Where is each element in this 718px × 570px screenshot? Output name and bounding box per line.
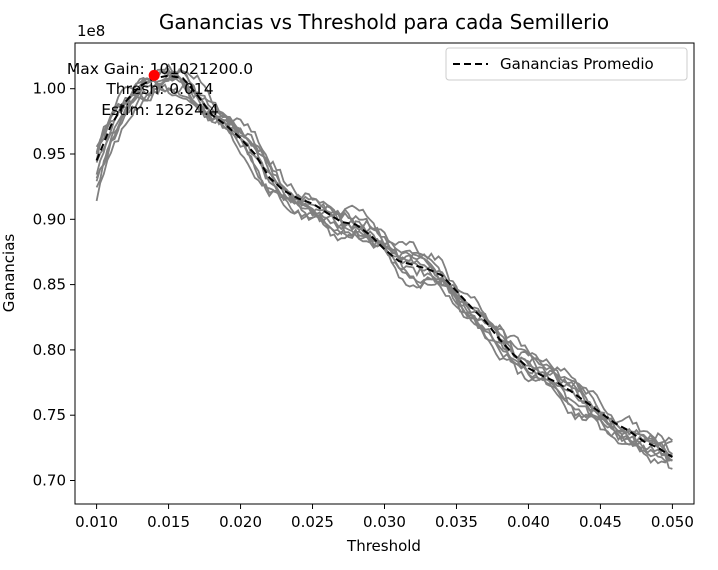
y-axis-label: Ganancias (0, 234, 18, 313)
annotation-max-gain: Max Gain: 101021200.0 (67, 60, 253, 78)
x-tick-label: 0.040 (507, 513, 550, 531)
seed-run-line (95, 70, 673, 470)
x-tick-label: 0.050 (651, 513, 694, 531)
x-tick-label: 0.020 (219, 513, 262, 531)
y-tick-label: 0.75 (33, 406, 66, 424)
y-tick-label: 0.90 (33, 210, 66, 228)
y-tick-label: 0.95 (33, 145, 66, 163)
legend-box (445, 47, 688, 81)
x-tick-label: 0.025 (291, 513, 334, 531)
x-tick-label: 0.035 (435, 513, 478, 531)
y-tick-label: 0.80 (33, 341, 66, 359)
seed-run-line (95, 68, 673, 459)
y-tick-label: 1.00 (33, 80, 66, 98)
chart-title: Ganancias vs Threshold para cada Semille… (159, 10, 609, 34)
mean-line-group (95, 74, 673, 458)
annotation-estim: Estim: 12624.4 (101, 101, 219, 119)
max-gain-marker (148, 69, 160, 81)
x-tick-label: 0.030 (363, 513, 406, 531)
x-tick-label: 0.010 (75, 513, 118, 531)
legend: Ganancias Promedio (445, 47, 688, 81)
mean-line (95, 74, 673, 458)
x-tick-label: 0.045 (579, 513, 622, 531)
annotation-thresh: Thresh: 0.014 (105, 80, 213, 98)
y-tick-label: 0.85 (33, 276, 66, 294)
seed-run-line (95, 67, 673, 455)
seed-run-line (95, 77, 673, 462)
x-tick-label: 0.015 (147, 513, 190, 531)
max-gain-annotation: Max Gain: 101021200.0 Thresh: 0.014 Esti… (67, 60, 253, 119)
x-axis-ticks: 0.010 0.015 0.020 0.025 0.030 0.035 0.040 0.045… (75, 504, 694, 531)
legend-label-mean: Ganancias Promedio (500, 55, 654, 73)
x-axis-label: Threshold (346, 537, 421, 555)
seed-run-line (95, 63, 673, 458)
y-tick-label: 0.70 (33, 471, 66, 489)
y-scale-label: 1e8 (77, 22, 105, 40)
y-axis-ticks: 0.70 0.75 0.80 0.85 0.90 0.95 1.00 (33, 80, 75, 489)
plot-lines (95, 63, 673, 470)
seed-run-line (95, 69, 673, 456)
